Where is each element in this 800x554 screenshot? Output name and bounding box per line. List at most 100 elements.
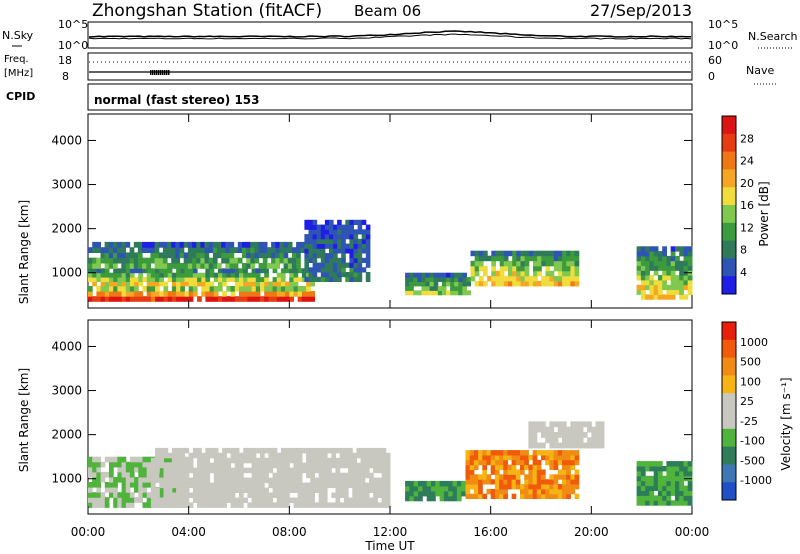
- heatmap-cell: [225, 252, 231, 259]
- heatmap-cell: [209, 492, 215, 498]
- power-colorbar-label: Power [dB]: [757, 181, 771, 246]
- heatmap-cell: [541, 488, 546, 495]
- date-label: 27/Sep/2013: [590, 1, 692, 20]
- heatmap-cell: [272, 477, 278, 484]
- heatmap-cell: [356, 467, 362, 474]
- heatmap-cell: [234, 457, 240, 464]
- heatmap-cell: [562, 275, 567, 282]
- heatmap-cell: [213, 487, 219, 493]
- heatmap-cell: [360, 482, 366, 489]
- heatmap-cell: [237, 241, 243, 248]
- heatmap-cell: [88, 296, 93, 302]
- heatmap-cell: [373, 452, 378, 459]
- heatmap-cell: [163, 502, 169, 508]
- heatmap-cell: [483, 270, 488, 277]
- heatmap-cell: [134, 296, 139, 302]
- heatmap-cell: [533, 260, 538, 267]
- heatmap-cell: [171, 467, 177, 474]
- heatmap-cell: [113, 492, 118, 498]
- heatmap-cell: [570, 464, 576, 470]
- heatmap-cell: [171, 447, 177, 454]
- heatmap-cell: [184, 487, 190, 493]
- heatmap-cell: [187, 263, 193, 269]
- heatmap-cell: [163, 296, 169, 302]
- heatmap-cell: [675, 490, 680, 496]
- heatmap-cell: [649, 475, 655, 482]
- heatmap-cell: [159, 268, 164, 274]
- heatmap-cell: [520, 484, 525, 490]
- heatmap-cell: [142, 502, 148, 508]
- heatmap-cell: [243, 487, 248, 493]
- heatmap-cell: [339, 477, 345, 484]
- heatmap-cell: [377, 477, 383, 484]
- heatmap-cell: [670, 275, 676, 281]
- heatmap-cell: [331, 492, 336, 498]
- heatmap-cell: [100, 268, 106, 274]
- heatmap-cell: [662, 251, 667, 257]
- heatmap-cell: [176, 472, 181, 479]
- heatmap-cell: [117, 477, 123, 483]
- heatmap-cell: [159, 447, 164, 454]
- heatmap-cell: [578, 432, 584, 438]
- heatmap-cell: [293, 502, 299, 508]
- heatmap-cell: [200, 263, 206, 269]
- heatmap-cell: [96, 482, 102, 488]
- heatmap-cell: [264, 281, 269, 287]
- heatmap-cell: [537, 250, 542, 257]
- heatmap-cell: [129, 281, 135, 287]
- heatmap-cell: [280, 457, 286, 464]
- heatmap-cell: [96, 272, 102, 278]
- time-axis: 00:00 04:00 08:00 12:00 16:00 20:00 00:00: [71, 114, 709, 539]
- colorbar-tick-label: 500: [740, 356, 761, 369]
- heatmap-cell: [562, 421, 567, 428]
- heatmap-cell: [562, 426, 567, 433]
- power-heatmap: [88, 219, 693, 302]
- heatmap-cell: [417, 290, 422, 296]
- heatmap-cell: [666, 466, 672, 472]
- heatmap-cell: [640, 466, 646, 472]
- heatmap-cell: [474, 280, 480, 287]
- heatmap-cell: [239, 291, 244, 297]
- heatmap-cell: [239, 477, 244, 484]
- heatmap-cell: [251, 291, 257, 297]
- heatmap-cell: [473, 454, 479, 461]
- heatmap-cell: [137, 252, 143, 259]
- heatmap-cell: [446, 272, 451, 278]
- heatmap-cell: [304, 243, 309, 249]
- heatmap-cell: [113, 291, 118, 297]
- heatmap-cell: [377, 452, 383, 459]
- heatmap-cell: [171, 492, 177, 498]
- heatmap-cell: [499, 488, 504, 495]
- heatmap-cell: [129, 471, 135, 478]
- heatmap-cell: [327, 467, 332, 474]
- heatmap-cell: [230, 492, 236, 498]
- heatmap-cell: [333, 262, 338, 268]
- heatmap-cell: [662, 466, 667, 472]
- heatmap-cell: [599, 437, 605, 444]
- heatmap-cell: [209, 296, 215, 302]
- heatmap-cell: [343, 452, 349, 459]
- heatmap-cell: [675, 466, 680, 472]
- heatmap-cell: [532, 450, 538, 456]
- heatmap-cell: [260, 467, 265, 474]
- heatmap-cell: [276, 296, 282, 302]
- heatmap-cell: [218, 472, 223, 479]
- heatmap-cell: [230, 277, 236, 282]
- heatmap-cell: [657, 470, 663, 477]
- heatmap-cell: [159, 466, 164, 473]
- heatmap-cell: [258, 252, 264, 259]
- heatmap-cell: [283, 263, 289, 269]
- heatmap-cell: [341, 234, 346, 240]
- heatmap-cell: [320, 234, 326, 240]
- heatmap-cell: [595, 437, 601, 444]
- heatmap-cell: [381, 487, 387, 493]
- heatmap-cell: [343, 462, 349, 469]
- heatmap-cell: [541, 280, 546, 287]
- heatmap-cell: [155, 291, 160, 297]
- heatmap-cell: [562, 493, 567, 499]
- heatmap-cell: [675, 480, 680, 487]
- heatmap-cell: [578, 421, 584, 428]
- heatmap-cell: [687, 480, 693, 487]
- heatmap-cell: [104, 482, 110, 488]
- heatmap-cell: [562, 450, 567, 456]
